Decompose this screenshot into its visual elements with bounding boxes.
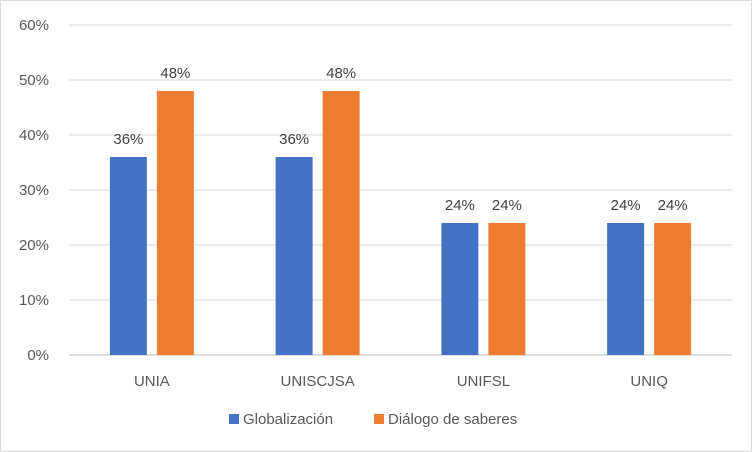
bar (441, 223, 479, 355)
bar (607, 223, 645, 355)
x-category-label: UNIFSL (457, 373, 510, 390)
data-label: 24% (445, 197, 475, 214)
data-label: 36% (113, 131, 143, 148)
data-label: 48% (326, 65, 356, 82)
data-label: 24% (611, 197, 641, 214)
y-axis-ticks: 0% 10% 20% 30% 40% 50% 60% (19, 17, 49, 364)
legend-label: Diálogo de saberes (388, 411, 517, 428)
bars (109, 91, 692, 355)
y-tick-label: 10% (19, 292, 49, 309)
legend-label: Globalización (243, 411, 333, 428)
y-tick-label: 50% (19, 72, 49, 89)
x-category-label: UNIA (134, 373, 170, 390)
y-tick-label: 0% (27, 347, 49, 364)
x-category-label: UNISCJSA (281, 373, 355, 390)
data-label: 36% (279, 131, 309, 148)
y-tick-label: 40% (19, 127, 49, 144)
legend-swatch (229, 414, 239, 424)
data-label: 24% (492, 197, 522, 214)
bar (322, 91, 360, 355)
bar (109, 157, 147, 355)
x-axis-categories: UNIA UNISCJSA UNIFSL UNIQ (134, 373, 668, 390)
legend: Globalización Diálogo de saberes (229, 411, 517, 428)
y-tick-label: 60% (19, 17, 49, 34)
data-labels: 36% 48% 36% 48% 24% 24% 24% 24% (113, 65, 687, 214)
y-tick-label: 30% (19, 182, 49, 199)
legend-swatch (374, 414, 384, 424)
data-label: 48% (160, 65, 190, 82)
bar (275, 157, 313, 355)
bar (156, 91, 194, 355)
data-label: 24% (658, 197, 688, 214)
bar (488, 223, 526, 355)
x-category-label: UNIQ (630, 373, 668, 390)
bar (654, 223, 692, 355)
y-tick-label: 20% (19, 237, 49, 254)
